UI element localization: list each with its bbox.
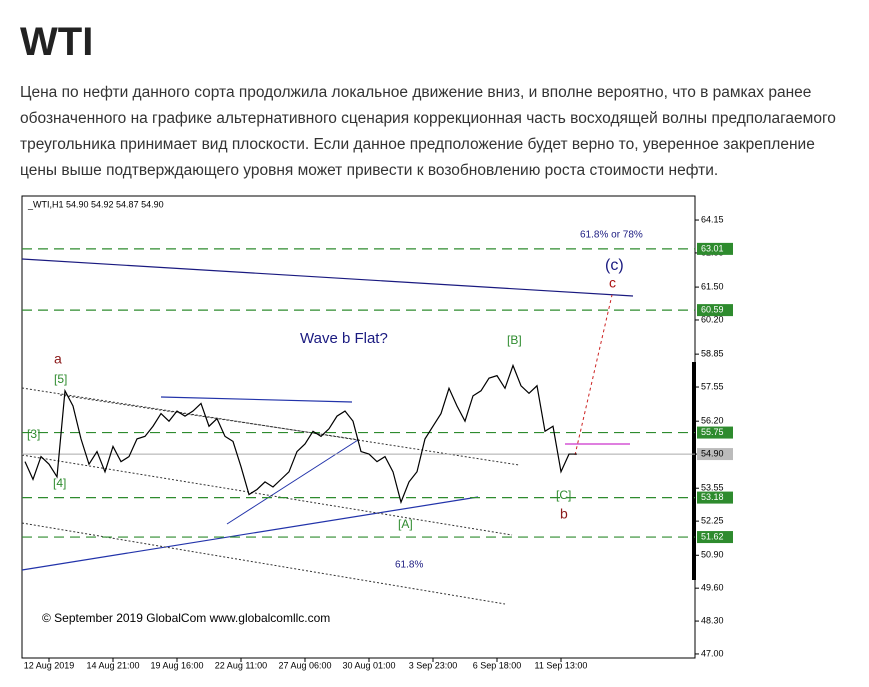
annotation: (c) <box>605 257 624 274</box>
chart: _WTI,H1 54.90 54.92 54.87 54.90 61.8% or… <box>21 195 733 670</box>
annotation: 61.8% or 78% <box>580 230 643 241</box>
level-label: 53.18 <box>701 492 724 502</box>
y-tick-label: 57.55 <box>701 381 724 391</box>
x-tick-label: 14 Aug 21:00 <box>86 660 139 670</box>
annotation: [3] <box>27 427 40 441</box>
level-box <box>697 426 733 439</box>
paragraph-line: обозначенного на графике альтернативного… <box>20 110 836 127</box>
plot-frame <box>21 195 696 659</box>
price-line <box>24 363 577 505</box>
y-tick-label: 64.15 <box>701 214 724 224</box>
axis-bar <box>692 362 696 580</box>
annotation: [5] <box>54 372 67 386</box>
level-box <box>697 304 733 317</box>
last-price-label: 54.90 <box>701 448 724 458</box>
annotation: a <box>54 351 62 367</box>
level-box <box>697 531 733 544</box>
x-tick-label: 12 Aug 2019 <box>24 660 75 670</box>
y-tick-label: 49.60 <box>701 583 724 593</box>
y-tick-label: 53.55 <box>701 483 724 493</box>
level-label: 55.75 <box>701 427 724 437</box>
annotation: Wave b Flat? <box>300 330 388 347</box>
annotation: [A] <box>398 517 413 531</box>
x-tick-label: 3 Sep 23:00 <box>409 660 458 670</box>
x-tick-label: 11 Sep 13:00 <box>535 660 588 670</box>
paragraph-line: треугольника принимает вид плоскости. Ес… <box>20 136 815 153</box>
y-tick-label: 48.30 <box>701 615 724 625</box>
trendline <box>21 496 479 571</box>
annotation: [B] <box>507 333 522 347</box>
level-label: 63.01 <box>701 243 724 253</box>
annotation: [4] <box>53 476 66 490</box>
y-tick-label: 61.50 <box>701 281 724 291</box>
y-tick-label: 58.85 <box>701 349 724 359</box>
x-tick-label: 27 Aug 06:00 <box>278 660 331 670</box>
x-tick-label: 30 Aug 01:00 <box>342 660 395 670</box>
chart-header: _WTI,H1 54.90 54.92 54.87 54.90 <box>27 199 164 209</box>
y-tick-label: 50.90 <box>701 550 724 560</box>
trendline <box>160 396 353 403</box>
level-label: 51.62 <box>701 531 724 541</box>
paragraph-line: Цена по нефти данного сорта продолжила л… <box>20 84 812 101</box>
last-price-box <box>697 448 733 461</box>
level-box <box>697 491 733 504</box>
x-tick-label: 22 Aug 11:00 <box>215 660 267 670</box>
level-label: 60.59 <box>701 304 724 314</box>
trendline <box>21 454 513 536</box>
annotation: 61.8% <box>395 560 423 571</box>
y-tick-label: 56.20 <box>701 416 724 426</box>
y-tick-label: 60.20 <box>701 314 724 324</box>
title: WTI <box>20 20 94 64</box>
paragraph-line: цены выше подтверждающего уровня может п… <box>20 162 719 179</box>
x-tick-label: 6 Sep 18:00 <box>473 660 522 670</box>
trendline <box>21 258 634 297</box>
y-tick-label: 47.00 <box>701 648 724 658</box>
y-tick-label: 52.25 <box>701 515 724 525</box>
annotation: b <box>560 506 568 522</box>
level-box <box>697 242 733 255</box>
annotation: [C] <box>556 488 571 502</box>
annotation: c <box>609 275 616 291</box>
x-tick-label: 19 Aug 16:00 <box>150 660 203 670</box>
copyright: © September 2019 GlobalCom www.globalcom… <box>42 611 330 625</box>
